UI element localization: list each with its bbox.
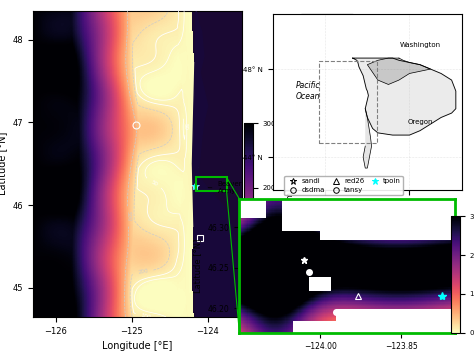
Y-axis label: Latitude [°N]: Latitude [°N] xyxy=(193,239,202,293)
Text: Pacific
Ocean: Pacific Ocean xyxy=(296,81,321,101)
Polygon shape xyxy=(363,109,372,168)
Text: 50: 50 xyxy=(150,179,158,187)
Text: 50: 50 xyxy=(182,123,188,130)
Polygon shape xyxy=(367,58,430,84)
Text: 500: 500 xyxy=(125,211,131,222)
Text: 200: 200 xyxy=(138,269,149,275)
Polygon shape xyxy=(192,11,242,317)
Text: Beaver
Army: Beaver Army xyxy=(208,182,242,194)
Text: Washington: Washington xyxy=(400,42,440,48)
Y-axis label: Bathymetry [m]: Bathymetry [m] xyxy=(286,189,295,251)
Text: Oregon: Oregon xyxy=(407,119,433,125)
Text: 100: 100 xyxy=(140,313,151,320)
Legend: ogi01, saturn02, rice, rino, riso, skaw1: ogi01, saturn02, rice, rino, riso, skaw1 xyxy=(300,14,353,61)
Bar xyxy=(319,61,377,143)
X-axis label: Longitude [°E]: Longitude [°E] xyxy=(102,341,173,351)
Bar xyxy=(196,177,227,191)
Y-axis label: Latitude [°N]: Latitude [°N] xyxy=(0,132,7,195)
Polygon shape xyxy=(353,58,456,135)
Legend: sandi, dsdma, red26, tansy, tpoin: sandi, dsdma, red26, tansy, tpoin xyxy=(284,176,403,195)
